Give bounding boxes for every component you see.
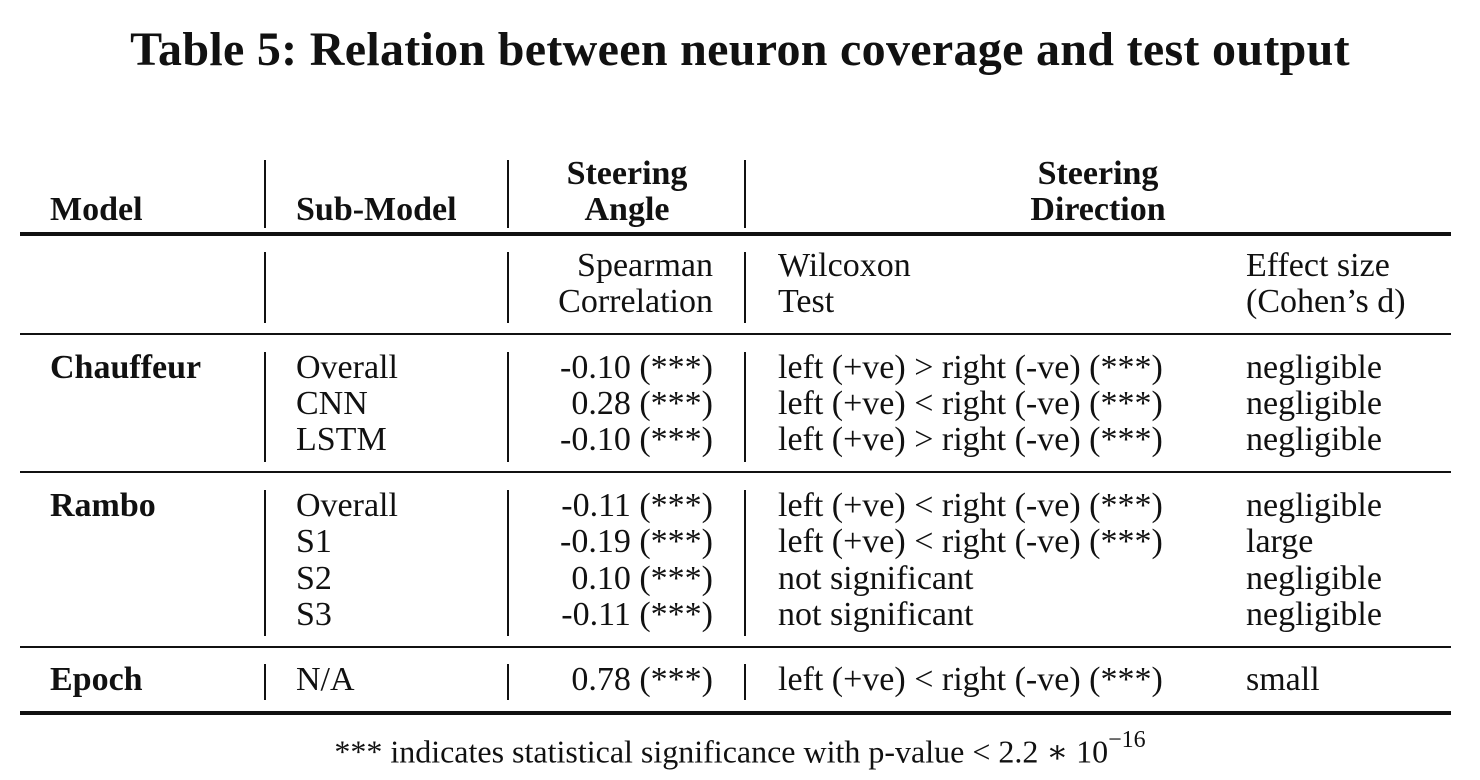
header-steering-direction-line1: Steering	[1037, 155, 1159, 192]
column-separator	[264, 252, 266, 323]
column-separator	[507, 160, 509, 228]
table-row-sub: S2	[296, 560, 332, 597]
column-separator	[744, 352, 746, 462]
column-separator	[507, 664, 509, 700]
table-row-sub: S3	[296, 596, 332, 633]
table-row-corr: 0.78 (***)	[571, 661, 713, 698]
bottom-rule	[20, 711, 1451, 715]
table-row-sub: Overall	[296, 487, 398, 524]
column-separator	[744, 160, 746, 228]
header-model: Model	[50, 191, 143, 228]
table-row-test: left (+ve) > right (-ve) (***)	[778, 349, 1163, 386]
table-row-corr: -0.10 (***)	[560, 349, 713, 386]
table-row-effect: negligible	[1246, 487, 1382, 524]
subheader-rule	[20, 333, 1451, 335]
table-row-sub: CNN	[296, 385, 368, 422]
table-row-corr: -0.11 (***)	[561, 596, 713, 633]
group-rule	[20, 471, 1451, 473]
header-rule	[20, 232, 1451, 236]
column-separator	[744, 664, 746, 700]
table-row-effect: negligible	[1246, 596, 1382, 633]
column-separator	[264, 160, 266, 228]
column-separator	[264, 664, 266, 700]
table-row-test: left (+ve) < right (-ve) (***)	[778, 523, 1163, 560]
table-row-sub: N/A	[296, 661, 355, 698]
model-chauffeur: Chauffeur	[50, 349, 202, 386]
table-row-corr: -0.10 (***)	[560, 421, 713, 458]
footnote-text: *** indicates statistical significance w…	[334, 733, 1109, 770]
column-separator	[744, 490, 746, 636]
table-row-test: left (+ve) > right (-ve) (***)	[778, 421, 1163, 458]
table-row-test: left (+ve) < right (-ve) (***)	[778, 487, 1163, 524]
table-row-effect: negligible	[1246, 349, 1382, 386]
table-row-corr: 0.10 (***)	[571, 560, 713, 597]
group-rule	[20, 646, 1451, 648]
table-row-test: left (+ve) < right (-ve) (***)	[778, 385, 1163, 422]
footnote-exponent: −16	[1108, 727, 1146, 753]
model-epoch: Epoch	[50, 661, 143, 698]
subheader-spearman-line1: Spearman	[577, 247, 713, 284]
table-row-test: not significant	[778, 560, 974, 597]
table-row-test: not significant	[778, 596, 974, 633]
column-separator	[507, 490, 509, 636]
table-row-effect: small	[1246, 661, 1320, 698]
subheader-wilcoxon-line1: Wilcoxon	[778, 247, 911, 284]
header-steering-angle-line2: Angle	[584, 191, 670, 228]
table-row-sub: S1	[296, 523, 332, 560]
table-row-effect: negligible	[1246, 385, 1382, 422]
header-steering-direction-line2: Direction	[1030, 191, 1166, 228]
table-row-corr: -0.19 (***)	[560, 523, 713, 560]
table-row-effect: negligible	[1246, 421, 1382, 458]
header-sub-model: Sub-Model	[296, 191, 457, 228]
header-steering-angle-line1: Steering	[566, 155, 688, 192]
column-separator	[264, 352, 266, 462]
subheader-effect-line2: (Cohen’s d)	[1246, 283, 1406, 320]
table-row-sub: LSTM	[296, 421, 387, 458]
column-separator	[744, 252, 746, 323]
model-rambo: Rambo	[50, 487, 156, 524]
column-separator	[507, 352, 509, 462]
column-separator	[264, 490, 266, 636]
subheader-wilcoxon-line2: Test	[778, 283, 835, 320]
column-separator	[507, 252, 509, 323]
table-row-effect: large	[1246, 523, 1314, 560]
table-row-effect: negligible	[1246, 560, 1382, 597]
table-row-corr: 0.28 (***)	[571, 385, 713, 422]
table-row-test: left (+ve) < right (-ve) (***)	[778, 661, 1163, 698]
subheader-spearman-line2: Correlation	[558, 283, 713, 320]
table-title: Table 5: Relation between neuron coverag…	[130, 23, 1350, 76]
table-row-sub: Overall	[296, 349, 398, 386]
subheader-effect-line1: Effect size	[1246, 247, 1390, 284]
footnote: *** indicates statistical significance w…	[0, 722, 1480, 774]
table-row-corr: -0.11 (***)	[561, 487, 713, 524]
